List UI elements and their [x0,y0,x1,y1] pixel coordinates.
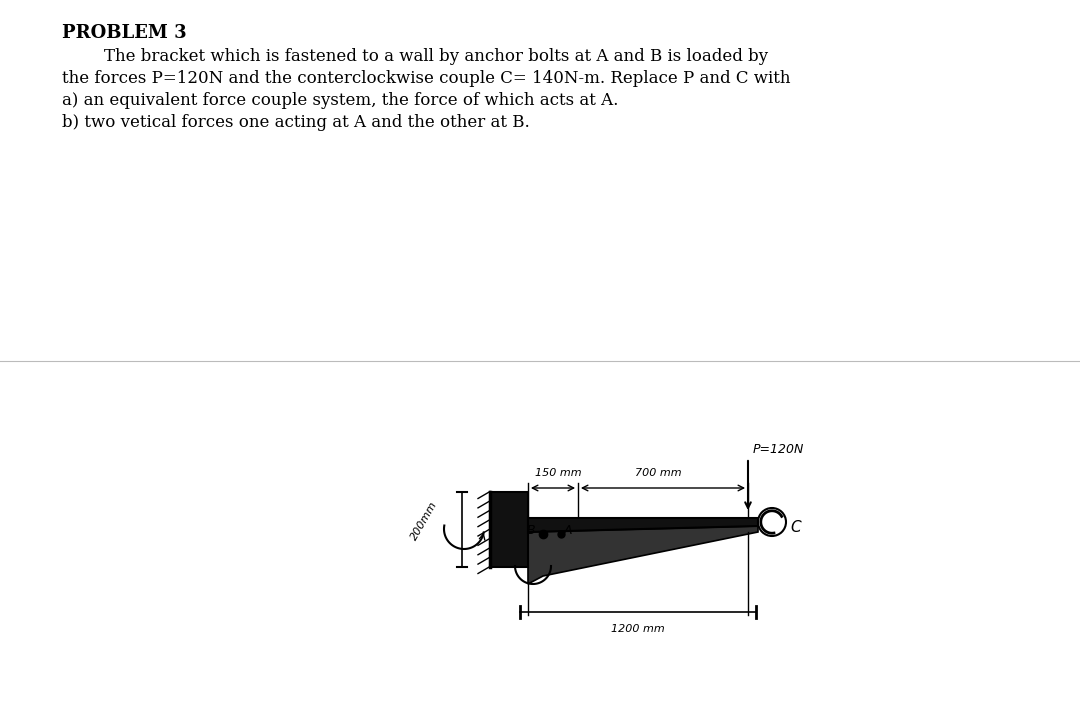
Text: 150 mm: 150 mm [535,468,581,478]
Text: 1200 mm: 1200 mm [611,624,665,634]
Text: the forces P=120N and the conterclockwise couple C= 140N-m. Replace P and C with: the forces P=120N and the conterclockwis… [62,70,791,87]
Text: The bracket which is fastened to a wall by anchor bolts at A and B is loaded by: The bracket which is fastened to a wall … [62,48,768,65]
Text: a) an equivalent force couple system, the force of which acts at A.: a) an equivalent force couple system, th… [62,92,619,109]
Polygon shape [490,492,528,566]
Text: P=120N: P=120N [753,443,805,456]
Text: 200mm: 200mm [409,500,440,542]
Polygon shape [528,518,758,532]
Text: A: A [564,524,572,537]
Text: B: B [526,524,535,537]
Text: C: C [789,520,800,534]
Polygon shape [528,526,758,584]
Text: 700 mm: 700 mm [635,468,681,478]
Text: PROBLEM 3: PROBLEM 3 [62,24,187,42]
Text: b) two vetical forces one acting at A and the other at B.: b) two vetical forces one acting at A an… [62,114,530,131]
